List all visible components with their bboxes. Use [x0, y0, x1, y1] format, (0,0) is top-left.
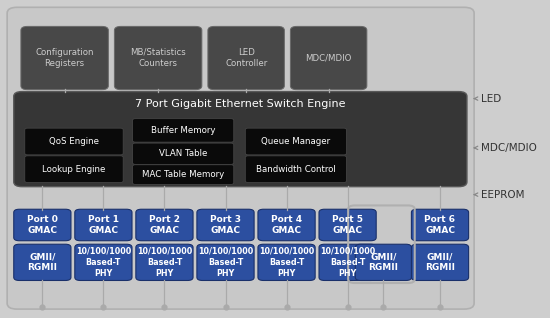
- FancyBboxPatch shape: [411, 244, 469, 280]
- Text: MDC/MDIO: MDC/MDIO: [481, 143, 537, 153]
- FancyBboxPatch shape: [245, 156, 346, 183]
- Text: 10/100/1000
Based-T
PHY: 10/100/1000 Based-T PHY: [259, 247, 314, 278]
- FancyBboxPatch shape: [290, 26, 367, 90]
- Text: Port 3
GMAC: Port 3 GMAC: [210, 215, 241, 235]
- FancyBboxPatch shape: [114, 26, 202, 90]
- Text: LED
Controller: LED Controller: [225, 48, 267, 68]
- FancyBboxPatch shape: [7, 7, 474, 309]
- Text: VLAN Table: VLAN Table: [159, 149, 207, 158]
- Text: 10/100/1000
Based-T
PHY: 10/100/1000 Based-T PHY: [137, 247, 192, 278]
- FancyBboxPatch shape: [133, 165, 234, 184]
- FancyBboxPatch shape: [14, 244, 71, 280]
- FancyBboxPatch shape: [319, 244, 376, 280]
- Text: Port 2
GMAC: Port 2 GMAC: [149, 215, 180, 235]
- Text: 7 Port Gigabit Ethernet Switch Engine: 7 Port Gigabit Ethernet Switch Engine: [135, 99, 345, 109]
- Text: MAC Table Memory: MAC Table Memory: [142, 170, 224, 179]
- FancyBboxPatch shape: [208, 26, 284, 90]
- FancyBboxPatch shape: [245, 128, 346, 155]
- FancyBboxPatch shape: [25, 128, 123, 155]
- FancyBboxPatch shape: [319, 209, 376, 241]
- Text: Buffer Memory: Buffer Memory: [151, 126, 216, 135]
- FancyBboxPatch shape: [75, 209, 132, 241]
- FancyBboxPatch shape: [355, 244, 411, 280]
- FancyBboxPatch shape: [25, 156, 123, 183]
- Text: Configuration
Registers: Configuration Registers: [35, 48, 94, 68]
- FancyBboxPatch shape: [133, 143, 234, 164]
- Text: GMII/
RGMII: GMII/ RGMII: [28, 252, 57, 273]
- Text: MB/Statistics
Counters: MB/Statistics Counters: [130, 48, 186, 68]
- FancyBboxPatch shape: [136, 244, 193, 280]
- Text: LED: LED: [481, 93, 502, 104]
- FancyBboxPatch shape: [411, 209, 469, 241]
- FancyBboxPatch shape: [197, 244, 254, 280]
- Text: Queue Manager: Queue Manager: [261, 137, 331, 146]
- FancyBboxPatch shape: [21, 26, 108, 90]
- FancyBboxPatch shape: [258, 209, 315, 241]
- FancyBboxPatch shape: [75, 244, 132, 280]
- Text: Port 1
GMAC: Port 1 GMAC: [88, 215, 119, 235]
- FancyBboxPatch shape: [14, 209, 71, 241]
- Text: Bandwidth Control: Bandwidth Control: [256, 165, 336, 174]
- FancyBboxPatch shape: [14, 92, 467, 187]
- Text: GMII/
RGMII: GMII/ RGMII: [425, 252, 455, 273]
- Text: MDC/MDIO: MDC/MDIO: [305, 53, 352, 63]
- Text: 10/100/1000
Based-T
PHY: 10/100/1000 Based-T PHY: [76, 247, 131, 278]
- Text: QoS Engine: QoS Engine: [49, 137, 99, 146]
- FancyBboxPatch shape: [136, 209, 193, 241]
- Text: Port 0
GMAC: Port 0 GMAC: [27, 215, 58, 235]
- FancyBboxPatch shape: [197, 209, 254, 241]
- Text: Lookup Engine: Lookup Engine: [42, 165, 106, 174]
- Text: Port 4
GMAC: Port 4 GMAC: [271, 215, 302, 235]
- Text: EEPROM: EEPROM: [481, 190, 525, 200]
- Text: 10/100/1000
Based-T
PHY: 10/100/1000 Based-T PHY: [198, 247, 253, 278]
- Text: Port 5
GMAC: Port 5 GMAC: [332, 215, 363, 235]
- FancyBboxPatch shape: [133, 119, 234, 142]
- Text: 10/100/1000
Based-T
PHY: 10/100/1000 Based-T PHY: [320, 247, 375, 278]
- Text: GMII/
RGMII: GMII/ RGMII: [368, 252, 398, 273]
- Text: Port 6
GMAC: Port 6 GMAC: [425, 215, 455, 235]
- FancyBboxPatch shape: [258, 244, 315, 280]
